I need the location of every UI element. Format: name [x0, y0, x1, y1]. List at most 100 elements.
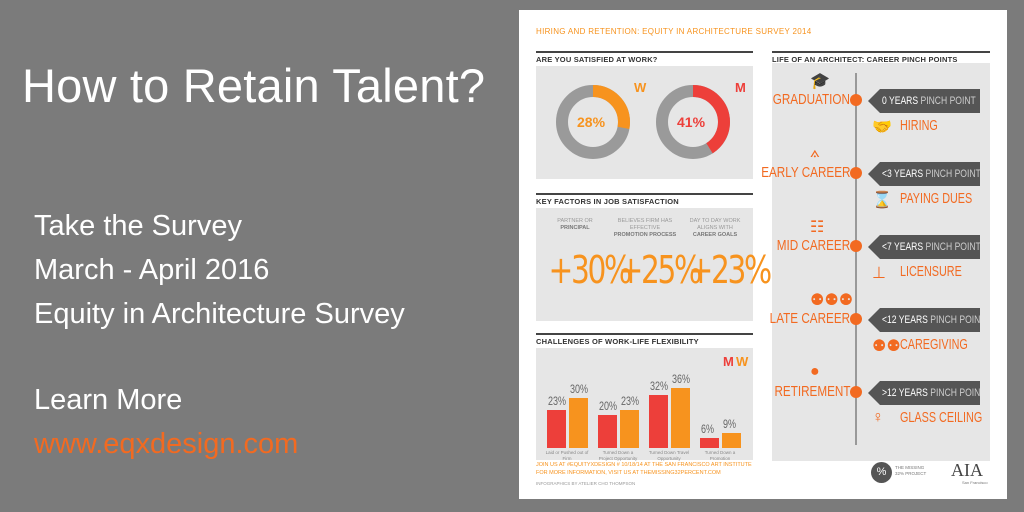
bar-value-label: 6% — [701, 422, 715, 436]
factor-caption: DAY TO DAY WORK ALIGNS WITH — [689, 218, 741, 231]
infographic-card: HIRING AND RETENTION: EQUITY IN ARCHITEC… — [519, 10, 1007, 499]
event-info: JOIN US AT #EQUITYXDESIGN # 10/18/14 AT … — [536, 462, 836, 477]
bar-w — [569, 398, 588, 448]
factor-value: +30% — [548, 248, 632, 292]
factor-value: +25% — [618, 248, 702, 292]
website-link[interactable]: www.eqxdesign.com — [34, 428, 299, 460]
pinch-label: PINCH POINT — [930, 314, 986, 326]
pinch-reason: CAREGIVING — [900, 336, 968, 353]
timeline-dot — [850, 94, 862, 106]
years-label: <3 YEARS — [882, 168, 924, 180]
challenges-chart: M W 23% 30% Laid or Pushed out of Firm 20% 2… — [536, 348, 753, 461]
bar-value-label: 23% — [548, 393, 567, 408]
factor-caption: BELIEVES FIRM HAS EFFECTIVE — [617, 218, 673, 231]
pinch-reason: GLASS CEILING — [900, 409, 983, 426]
challenges-header: CHALLENGES OF WORK-LIFE FLEXIBILITY — [536, 333, 753, 346]
factor-promotion: BELIEVES FIRM HAS EFFECTIVE PROMOTION PRO… — [611, 218, 702, 292]
survey-line-2: March - April 2016 — [34, 254, 270, 286]
women-letter: W — [634, 80, 647, 95]
infographic-title: HIRING AND RETENTION: EQUITY IN ARCHITEC… — [536, 27, 812, 36]
survey-line-3: Equity in Architecture Survey — [34, 298, 405, 330]
bar-group-caption: Laid or Pushed out of Firm — [545, 450, 589, 461]
stage-label: LATE CAREER — [769, 310, 850, 327]
timeline-dot — [850, 240, 862, 252]
bar-w — [671, 388, 690, 448]
pinch-reason: HIRING — [900, 117, 938, 134]
logo-text-1: THE MISSING — [895, 465, 925, 470]
bar-value-label: 9% — [723, 417, 737, 431]
credit: INFOGRAPHICS BY ATELIER CHO THOMPSON — [536, 481, 636, 486]
headline: How to Retain Talent? — [22, 59, 486, 112]
factor-caption-bold: CAREER GOALS — [692, 232, 738, 238]
hourglass-icon: ⌛ — [872, 192, 892, 209]
bar-group-caption: Turned Down a Project Opportunity — [598, 450, 638, 461]
career-header: LIFE OF AN ARCHITECT: CAREER PINCH POINT… — [772, 51, 990, 64]
pinch-label: PINCH POINT — [925, 241, 981, 253]
timeline-dot — [850, 386, 862, 398]
missing-32-logo: % — [871, 462, 892, 483]
donut-women-arc — [556, 85, 630, 159]
piggy-bank-icon: ● — [810, 363, 820, 380]
pinch-label: PINCH POINT — [920, 95, 976, 107]
men-letter: M — [735, 80, 746, 95]
aia-logo-sub: San Francisco — [962, 480, 988, 485]
years-label: >12 YEARS — [882, 387, 928, 399]
women-satisfied-pct: 28% — [577, 114, 606, 130]
bar-value-label: 20% — [599, 398, 618, 413]
pinch-reason: PAYING DUES — [900, 190, 973, 207]
logo-text-2: 32% PROJECT — [895, 471, 927, 476]
timeline-dot — [850, 313, 862, 325]
factor-caption-bold: PRINCIPAL — [560, 225, 590, 231]
years-label: <12 YEARS — [882, 314, 928, 326]
key-factors-panel: PARTNER OR PRINCIPAL +30% BELIEVES FIRM H… — [536, 208, 772, 321]
pinch-point-tag: >12 YEARS PINCH POINT — [868, 381, 980, 405]
pinch-label: PINCH POINT — [925, 168, 981, 180]
bar-group-caption: Turned Down Travel Opportunity — [648, 450, 690, 461]
years-label: 0 YEARS — [882, 95, 919, 107]
aia-logo: AIA — [951, 460, 983, 480]
satisfaction-panel: 28% W 41% M — [536, 66, 753, 179]
bar-group-caption: Turned Down a Promotion — [704, 450, 736, 461]
factor-partner: PARTNER OR PRINCIPAL +30% — [541, 218, 632, 292]
pinch-point-tag: <12 YEARS PINCH POINT — [868, 308, 980, 332]
bar-value-label: 23% — [621, 393, 640, 408]
family-icon: ⚉⚉ — [872, 338, 901, 355]
pinch-label: PINCH POINT — [930, 387, 986, 399]
years-label: <7 YEARS — [882, 241, 924, 253]
pinch-point-tag: <3 YEARS PINCH POINT — [868, 162, 980, 186]
satisfaction-header: ARE YOU SATISFIED AT WORK? — [536, 51, 753, 64]
bar-m — [547, 409, 566, 448]
handshake-icon: 🤝 — [872, 119, 892, 136]
factor-value: +23% — [688, 248, 772, 292]
stage-label: GRADUATION — [772, 91, 850, 108]
learn-more-label: Learn More — [34, 384, 183, 416]
legend-men: M — [723, 354, 734, 369]
donut-women — [556, 85, 630, 159]
career-timeline: 🎓 GRADUATION 0 YEARS PINCH POINT 🤝 HIRING ⟑ EA… — [761, 63, 990, 461]
bar-w — [722, 433, 741, 448]
timeline-dot — [850, 167, 862, 179]
stage-label: EARLY CAREER — [760, 164, 850, 181]
pinch-point-tag: <7 YEARS PINCH POINT — [868, 235, 980, 259]
compass-icon: ⟑ — [810, 144, 820, 161]
ladder-icon: ☷ — [810, 219, 825, 236]
factor-caption-bold: PROMOTION PROCESS — [613, 232, 677, 238]
satisfaction-donuts — [556, 85, 730, 159]
survey-info: Take the Survey March - April 2016 Equit… — [34, 204, 405, 336]
bar-value-label: 32% — [650, 378, 669, 393]
donut-men-arc — [656, 85, 730, 159]
woman-icon: ♀ — [872, 409, 884, 426]
stage-label: MID CAREER — [776, 237, 850, 254]
stamp-icon: ⊥ — [872, 265, 886, 282]
survey-line-1: Take the Survey — [34, 210, 242, 242]
legend-women: W — [736, 354, 749, 369]
bar-m — [649, 394, 668, 448]
timeline-line — [855, 73, 857, 445]
stage-label: RETIREMENT — [773, 383, 850, 400]
promo-panel: How to Retain Talent? Take the Survey Ma… — [22, 59, 486, 460]
factor-career-goals: DAY TO DAY WORK ALIGNS WITH CAREER GOALS … — [681, 218, 772, 292]
key-factors-header: KEY FACTORS IN JOB SATISFACTION — [536, 193, 753, 206]
missing-32-text: THE MISSING 32% PROJECT — [895, 465, 926, 477]
bar-m — [700, 438, 719, 448]
men-satisfied-pct: 41% — [677, 114, 706, 130]
